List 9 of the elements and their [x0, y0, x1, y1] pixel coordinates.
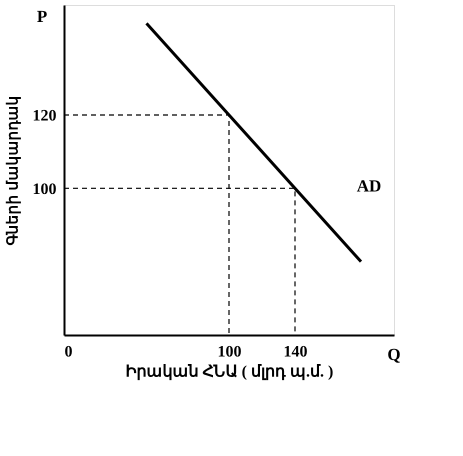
x-axis-title: Իրական ՀՆԱ ( մլրդ պ.մ. )	[126, 364, 334, 380]
annotation: AD	[356, 176, 382, 196]
x-tick-label: 100	[218, 344, 242, 360]
text: Q	[387, 345, 401, 364]
x-tick-label: 0	[64, 344, 72, 360]
text: P	[36, 7, 48, 26]
y-tick-label: 120	[32, 108, 56, 124]
y-axis-title: Գների մակարդակ	[6, 96, 22, 246]
x-tick-label: 140	[284, 344, 308, 360]
